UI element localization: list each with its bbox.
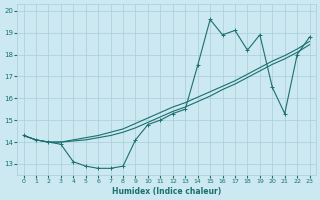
X-axis label: Humidex (Indice chaleur): Humidex (Indice chaleur) bbox=[112, 187, 221, 196]
